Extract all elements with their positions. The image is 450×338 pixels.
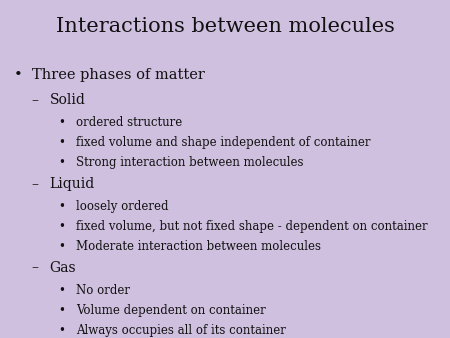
Text: •: •: [58, 240, 65, 253]
Text: •: •: [58, 304, 65, 317]
Text: •: •: [58, 116, 65, 129]
Text: –: –: [32, 177, 39, 191]
Text: No order: No order: [76, 284, 130, 296]
Text: Three phases of matter: Three phases of matter: [32, 68, 204, 81]
Text: •: •: [58, 284, 65, 296]
Text: Solid: Solid: [50, 93, 86, 107]
Text: Gas: Gas: [50, 261, 76, 274]
Text: •: •: [58, 200, 65, 213]
Text: •: •: [58, 156, 65, 169]
Text: ordered structure: ordered structure: [76, 116, 183, 129]
Text: Interactions between molecules: Interactions between molecules: [55, 17, 395, 36]
Text: loosely ordered: loosely ordered: [76, 200, 169, 213]
Text: •: •: [58, 324, 65, 337]
Text: •: •: [58, 220, 65, 233]
Text: Always occupies all of its container: Always occupies all of its container: [76, 324, 286, 337]
Text: Moderate interaction between molecules: Moderate interaction between molecules: [76, 240, 321, 253]
Text: Strong interaction between molecules: Strong interaction between molecules: [76, 156, 304, 169]
Text: fixed volume and shape independent of container: fixed volume and shape independent of co…: [76, 136, 371, 149]
Text: –: –: [32, 261, 39, 274]
Text: •: •: [14, 68, 22, 81]
Text: Volume dependent on container: Volume dependent on container: [76, 304, 266, 317]
Text: •: •: [58, 136, 65, 149]
Text: fixed volume, but not fixed shape - dependent on container: fixed volume, but not fixed shape - depe…: [76, 220, 428, 233]
Text: –: –: [32, 93, 39, 107]
Text: Liquid: Liquid: [50, 177, 95, 191]
